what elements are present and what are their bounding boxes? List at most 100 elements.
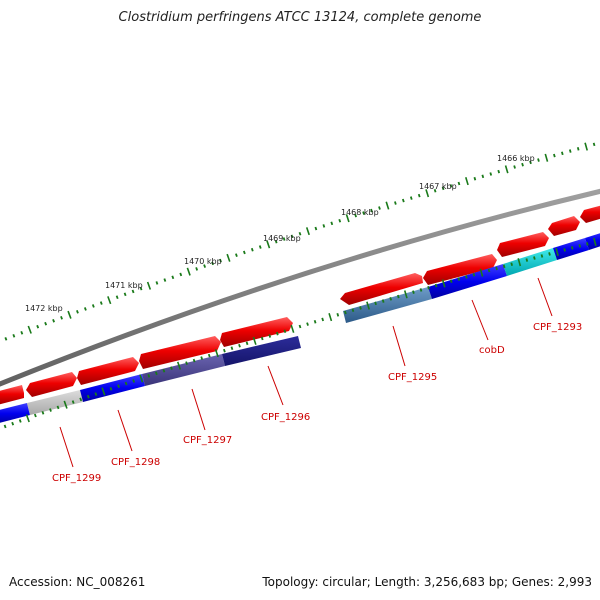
inner-scale-tick [207, 353, 211, 358]
outer-scale-tick [394, 201, 397, 205]
gene-bar-blue [585, 233, 600, 250]
outer-scale-tick [481, 174, 485, 179]
inner-scale-tick [313, 319, 317, 324]
outer-scale-tick [20, 330, 24, 335]
inner-scale-tick [268, 334, 272, 338]
accession-text: Accession: NC_008261 [9, 575, 146, 589]
inner-scale-tick [3, 424, 7, 429]
outer-scale-tick [409, 196, 413, 200]
outer-scale-tick [146, 281, 152, 290]
outer-scale-tick [139, 286, 143, 291]
gene-label-cobd: cobD [479, 345, 505, 356]
gene-label-cpf1296: CPF_1296 [261, 412, 310, 423]
inner-scale-tick [260, 336, 264, 341]
outer-scale-tick [433, 188, 437, 193]
outer-scale-tick [186, 267, 191, 276]
inner-scale-tick [275, 331, 279, 336]
outer-scale-tick [298, 231, 302, 236]
inner-scale-tick [540, 254, 544, 258]
outer-scale-tick [322, 224, 326, 228]
inner-scale-tick [79, 397, 83, 402]
gene-bar-cpf1297 [142, 354, 225, 386]
outer-scale-tick [576, 147, 580, 151]
inner-scale-tick [124, 381, 128, 386]
outer-scale-tick [370, 208, 373, 213]
inner-scale-tick [245, 341, 249, 346]
outer-scale-tick [465, 177, 469, 186]
outer-scale-ticks [4, 142, 596, 341]
outer-scale-tick [473, 176, 477, 181]
gene-bar-cpf1296 [222, 336, 301, 366]
outer-scale-tick [282, 237, 286, 241]
genome-backbone [0, 188, 600, 387]
inner-scale-tick [230, 346, 234, 351]
inner-scale-tick [18, 419, 22, 423]
forward-gene-arrow [77, 357, 139, 385]
forward-gene-arrow [423, 254, 497, 285]
inner-scale-tick [147, 374, 151, 378]
inner-scale-tick [63, 400, 68, 409]
inner-scale-tick [555, 247, 559, 256]
outer-scale-tick [12, 334, 16, 338]
inner-scale-tick [525, 258, 529, 262]
inner-scale-tick [533, 256, 536, 260]
outer-scale-tick [131, 289, 135, 294]
outer-scale-tick [274, 239, 278, 244]
inner-scale-tick [252, 336, 257, 345]
leader-cpf1299 [59, 426, 74, 468]
outer-scale-tick [4, 337, 8, 341]
outer-scale-tick [60, 315, 63, 320]
forward-strand-genes [0, 205, 600, 405]
outer-scale-tick [83, 307, 87, 311]
outer-scale-tick [52, 318, 55, 323]
inner-scale-tick [412, 290, 415, 294]
outer-scale-tick [219, 258, 222, 263]
outer-scale-tick [203, 264, 206, 268]
reverse-strand-genes [0, 233, 600, 423]
outer-scale-tick [171, 275, 175, 280]
gene-label-cpf1293: CPF_1293 [533, 322, 582, 333]
inner-scale-tick [109, 387, 113, 391]
forward-gene-arrow [0, 385, 24, 405]
outer-scale-tick [497, 169, 501, 174]
outer-scale-tick [36, 324, 40, 329]
inner-scale-tick [238, 343, 241, 348]
inner-scale-tick [465, 275, 468, 279]
gene-bar-blue [0, 403, 30, 423]
inner-scale-ticks [3, 237, 597, 429]
inner-scale-tick [366, 301, 370, 310]
outer-scale-tick [544, 153, 549, 162]
outer-scale-tick [457, 181, 461, 186]
outer-scale-tick [521, 162, 524, 167]
inner-scale-tick [283, 329, 287, 334]
inner-scale-tick [427, 285, 430, 290]
outer-scale-tick [489, 172, 493, 176]
inner-scale-tick [586, 242, 589, 246]
inner-scale-tick [381, 299, 385, 303]
forward-gene-arrow [26, 372, 77, 397]
outer-scale-tick [362, 211, 365, 215]
outer-scale-tick [179, 272, 183, 277]
outer-scale-tick [76, 310, 79, 314]
inner-scale-tick [396, 294, 400, 299]
inner-scale-tick [25, 414, 30, 423]
inner-scale-tick [41, 410, 45, 415]
inner-scale-tick [502, 264, 506, 269]
inner-scale-tick [434, 283, 438, 288]
gene-label-cpf1298: CPF_1298 [111, 457, 160, 468]
outer-scale-tick [513, 165, 516, 169]
inner-scale-tick [290, 324, 295, 333]
leader-cpf1298 [117, 409, 133, 452]
outer-scale-tick [385, 201, 390, 210]
forward-gene-arrow [548, 216, 580, 236]
kbp-label-1470: 1470 kbp [184, 257, 222, 266]
kbp-label-1467: 1467 kbp [419, 182, 457, 191]
forward-gene-arrow [220, 317, 293, 347]
outer-scale-tick [67, 310, 72, 319]
outer-scale-tick [354, 213, 357, 218]
inner-scale-tick [223, 348, 226, 353]
outer-scale-tick [504, 165, 509, 174]
forward-gene-arrow [340, 273, 423, 305]
